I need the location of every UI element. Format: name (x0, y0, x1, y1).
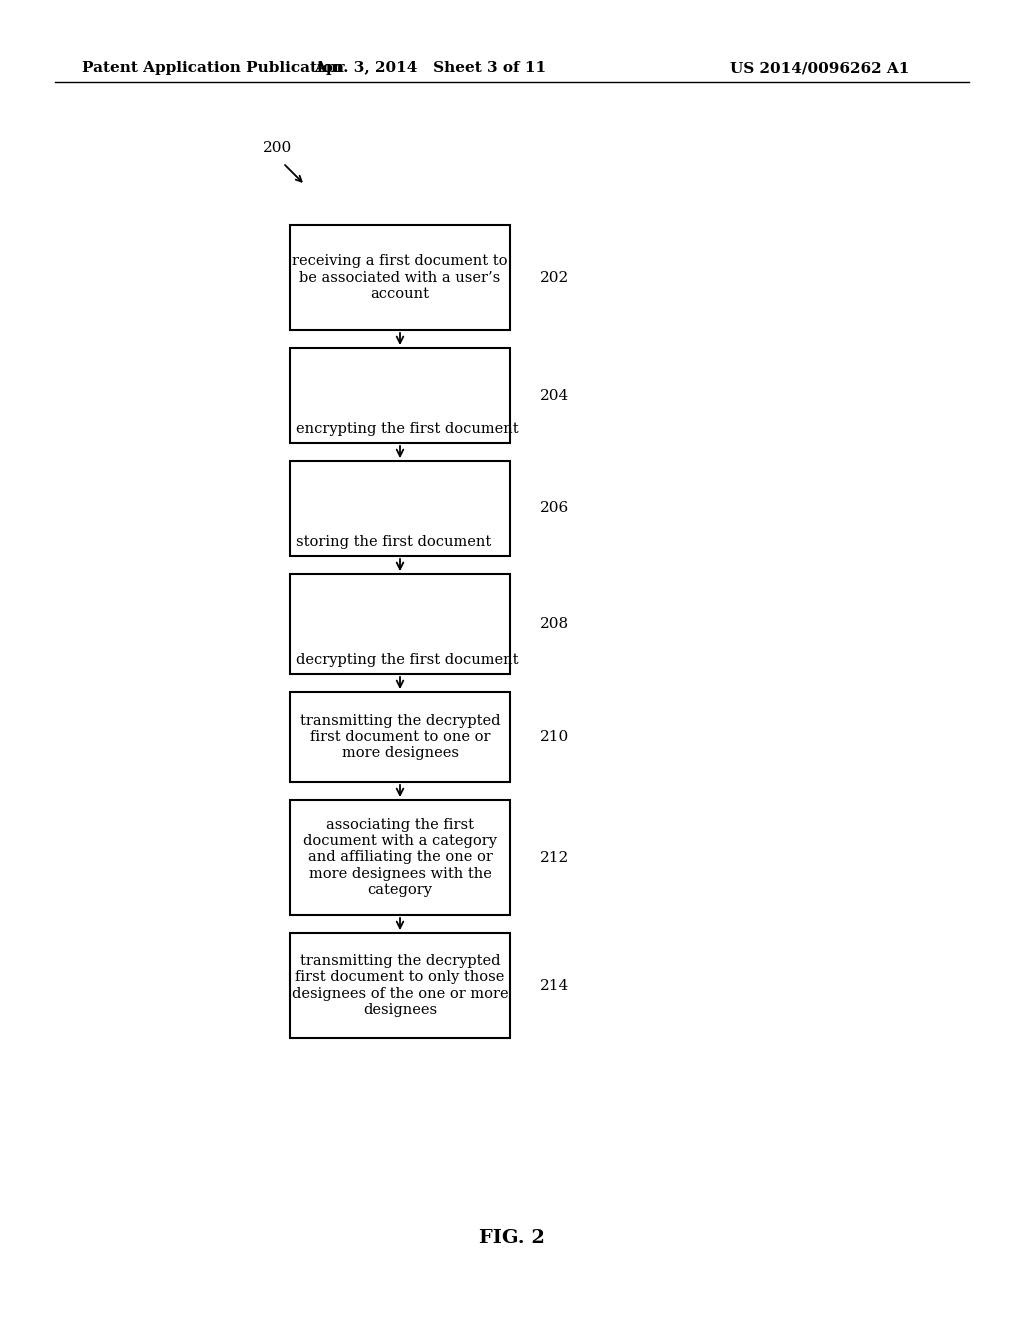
Bar (290, 800, 510, 915)
Text: 212: 212 (540, 850, 569, 865)
Text: decrypting the first document: decrypting the first document (296, 653, 518, 667)
Bar (290, 933, 510, 1038)
Text: associating the first
document with a category
and affiliating the one or
more d: associating the first document with a ca… (303, 818, 497, 896)
Text: 214: 214 (540, 978, 569, 993)
Text: 202: 202 (540, 271, 569, 285)
Text: receiving a first document to
be associated with a user’s
account: receiving a first document to be associa… (292, 255, 508, 301)
Bar (290, 574, 510, 675)
Text: 210: 210 (540, 730, 569, 744)
Text: 204: 204 (540, 388, 569, 403)
Text: FIG. 2: FIG. 2 (479, 1229, 545, 1247)
Text: encrypting the first document: encrypting the first document (296, 422, 518, 436)
Text: transmitting the decrypted
first document to one or
more designees: transmitting the decrypted first documen… (300, 714, 501, 760)
Text: storing the first document: storing the first document (296, 535, 492, 549)
Bar (290, 224, 510, 330)
Text: Apr. 3, 2014   Sheet 3 of 11: Apr. 3, 2014 Sheet 3 of 11 (314, 61, 546, 75)
Text: Patent Application Publication: Patent Application Publication (82, 61, 344, 75)
Text: 206: 206 (540, 502, 569, 516)
Bar (290, 461, 510, 556)
Bar (290, 692, 510, 781)
Text: 200: 200 (263, 141, 292, 154)
Text: 208: 208 (540, 616, 569, 631)
Bar (290, 348, 510, 444)
Text: US 2014/0096262 A1: US 2014/0096262 A1 (730, 61, 909, 75)
Text: transmitting the decrypted
first document to only those
designees of the one or : transmitting the decrypted first documen… (292, 954, 508, 1016)
